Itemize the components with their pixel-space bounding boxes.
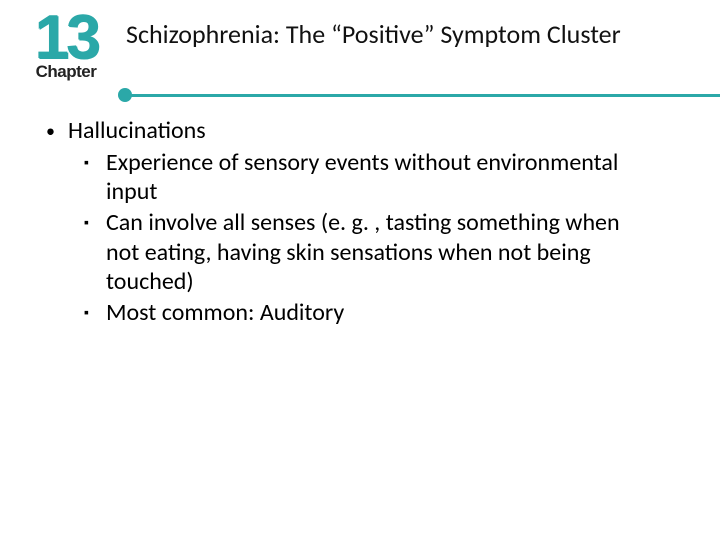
bullet-text: Most common: Auditory — [106, 298, 676, 327]
chapter-number: 13 — [35, 10, 98, 66]
chapter-badge: 13 Chapter — [18, 10, 114, 82]
bullet-subitem: ▪ Most common: Auditory — [84, 298, 676, 328]
page-title: Schizophrenia: The “Positive” Symptom Cl… — [126, 20, 700, 50]
bullet-text: Hallucinations — [68, 116, 206, 145]
divider-line — [128, 94, 720, 97]
bullet-marker-l2: ▪ — [84, 208, 106, 238]
chapter-label: Chapter — [36, 62, 97, 82]
bullet-marker-l1: • — [44, 116, 68, 146]
bullet-item: • Hallucinations — [44, 116, 676, 146]
bullet-subitem: ▪ Can involve all senses (e. g. , tastin… — [84, 208, 676, 296]
bullet-text: Can involve all senses (e. g. , tasting … — [106, 208, 676, 296]
bullet-marker-l2: ▪ — [84, 298, 106, 328]
title-block: Schizophrenia: The “Positive” Symptom Cl… — [126, 10, 700, 50]
bullet-subitem: ▪ Experience of sensory events without e… — [84, 148, 676, 207]
bullet-text: Experience of sensory events without env… — [106, 148, 676, 207]
bullet-marker-l2: ▪ — [84, 148, 106, 178]
header: 13 Chapter Schizophrenia: The “Positive”… — [0, 0, 720, 82]
content-area: • Hallucinations ▪ Experience of sensory… — [0, 88, 720, 328]
